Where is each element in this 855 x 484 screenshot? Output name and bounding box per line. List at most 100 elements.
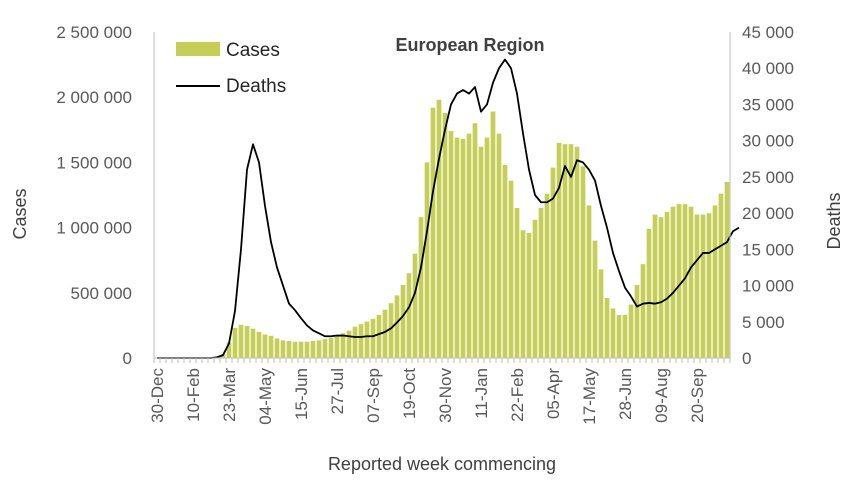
cases-bar [310, 341, 316, 358]
cases-bar [484, 137, 490, 358]
x-tick-label: 07-Sep [364, 368, 383, 423]
cases-bar [412, 253, 418, 358]
y-left-tick-label: 2 000 000 [56, 88, 132, 107]
cases-bar [298, 341, 304, 358]
cases-bar [280, 340, 286, 358]
right-axis-ticks: 0 5 000 10 000 15 000 20 000 25 000 30 000 35 0… [742, 23, 794, 368]
x-tick-label: 17-May [580, 368, 599, 425]
cases-bar [646, 228, 652, 358]
cases-bar [532, 219, 538, 358]
y-right-tick-label: 10 000 [742, 277, 794, 296]
cases-bar [430, 107, 436, 358]
cases-bar [250, 328, 256, 358]
cases-bar [724, 181, 730, 358]
cases-bar [454, 137, 460, 358]
x-tick-label: 28-Jun [616, 368, 635, 420]
cases-bar [316, 340, 322, 358]
y-right-tick-label: 25 000 [742, 168, 794, 187]
x-minor-ticks [153, 358, 731, 363]
cases-bar [388, 303, 394, 358]
x-tick-label: 10-Feb [184, 368, 203, 422]
legend-cases-swatch [176, 42, 220, 56]
y-left-tick-label: 2 500 000 [56, 23, 132, 42]
cases-bar [520, 230, 526, 358]
y-left-axis-title: Cases [10, 188, 30, 239]
x-tick-label: 04-May [256, 368, 275, 425]
cases-bar [514, 208, 520, 358]
cases-bar [262, 334, 268, 358]
cases-bar [502, 165, 508, 358]
cases-bar [610, 308, 616, 358]
y-left-tick-label: 500 000 [71, 284, 132, 303]
cases-bar [226, 342, 232, 358]
cases-bar [442, 112, 448, 358]
cases-bar [676, 204, 682, 358]
cases-bar [304, 341, 310, 358]
cases-bar [712, 205, 718, 358]
cases-bar [616, 314, 622, 358]
cases-bar [538, 208, 544, 358]
cases-bar [472, 123, 478, 358]
x-tick-label: 20-Sep [688, 368, 707, 423]
x-tick-label: 05-Apr [544, 368, 563, 419]
cases-bar [436, 99, 442, 358]
cases-bar [640, 264, 646, 358]
cases-bar [694, 214, 700, 358]
cases-bar [274, 338, 280, 358]
cases-bar [334, 335, 340, 358]
cases-bar [508, 180, 514, 358]
legend-deaths-label: Deaths [226, 76, 286, 97]
x-tick-label: 30-Nov [436, 368, 455, 423]
x-tick-label: 11-Jan [472, 368, 491, 419]
y-left-tick-label: 1 500 000 [56, 153, 132, 172]
cases-bar [700, 214, 706, 358]
y-left-tick-label: 0 [123, 349, 132, 368]
cases-bar [568, 144, 574, 358]
cases-bar [352, 326, 358, 358]
cases-bar [664, 211, 670, 358]
cases-bar [406, 273, 412, 358]
y-right-tick-label: 20 000 [742, 204, 794, 223]
cases-bar [448, 131, 454, 358]
cases-bar [598, 269, 604, 358]
cases-bar [580, 166, 586, 358]
y-right-tick-label: 0 [742, 349, 751, 368]
cases-bar [628, 304, 634, 358]
x-tick-label: 30-Dec [148, 368, 167, 423]
cases-bar [526, 232, 532, 358]
cases-bar [718, 193, 724, 358]
cases-bar [682, 204, 688, 358]
cases-bar [358, 324, 364, 358]
cases-bar [556, 142, 562, 358]
cases-bar [370, 318, 376, 358]
cases-bar [622, 314, 628, 358]
x-tick-label: 22-Feb [508, 368, 527, 422]
cases-bar [394, 295, 400, 358]
y-right-tick-label: 5 000 [742, 313, 785, 332]
cases-bar [496, 133, 502, 358]
legend: Cases Deaths [176, 40, 286, 97]
cases-bar [562, 144, 568, 358]
cases-bar [424, 162, 430, 358]
cases-bar [658, 217, 664, 358]
x-axis-title: Reported week commencing [328, 454, 556, 474]
x-tick-label: 27-Jul [328, 368, 347, 414]
legend-cases-label: Cases [226, 40, 280, 61]
cases-bar [604, 298, 610, 358]
x-tick-label: 15-Jun [292, 368, 311, 420]
y-right-tick-label: 40 000 [742, 59, 794, 78]
x-axis-ticks: 30-Dec 10-Feb 23-Mar 04-May 15-Jun 27-Jul 07-S… [148, 368, 707, 425]
cases-bar [592, 240, 598, 358]
x-tick-label: 19-Oct [400, 368, 419, 419]
chart-title: European Region [395, 35, 544, 55]
cases-bar [706, 213, 712, 358]
cases-bar [346, 330, 352, 358]
cases-bar [418, 217, 424, 358]
cases-bar [376, 314, 382, 358]
y-left-tick-label: 1 000 000 [56, 219, 132, 238]
cases-bar [460, 138, 466, 358]
cases-bar [256, 331, 262, 358]
y-right-tick-label: 45 000 [742, 23, 794, 42]
cases-bar [244, 326, 250, 358]
cases-bar [478, 146, 484, 358]
